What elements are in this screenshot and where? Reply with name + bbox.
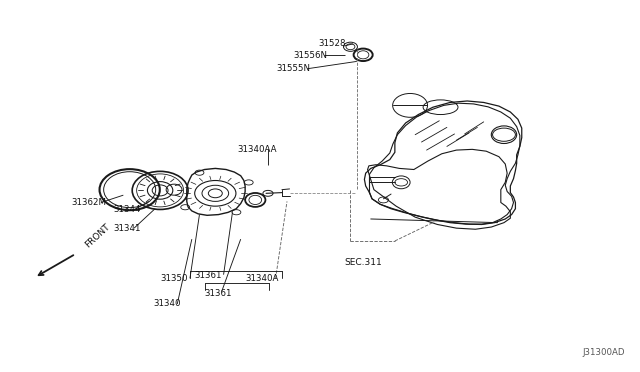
Text: 31350: 31350	[160, 274, 188, 283]
Text: 31340A: 31340A	[245, 274, 278, 283]
Text: 31555N: 31555N	[277, 64, 311, 73]
Text: SEC.311: SEC.311	[344, 259, 382, 267]
Text: 31528: 31528	[318, 39, 346, 48]
Text: 31340AA: 31340AA	[237, 145, 277, 154]
Text: 31344: 31344	[114, 205, 141, 214]
Text: 31341: 31341	[114, 224, 141, 232]
Text: FRONT: FRONT	[83, 222, 112, 249]
Text: 31340: 31340	[154, 299, 181, 308]
Text: 31362M: 31362M	[71, 198, 106, 207]
Text: 31556N: 31556N	[293, 51, 327, 60]
Text: J31300AD: J31300AD	[582, 348, 625, 357]
Text: 31361: 31361	[205, 289, 232, 298]
Text: 31361: 31361	[195, 271, 222, 280]
